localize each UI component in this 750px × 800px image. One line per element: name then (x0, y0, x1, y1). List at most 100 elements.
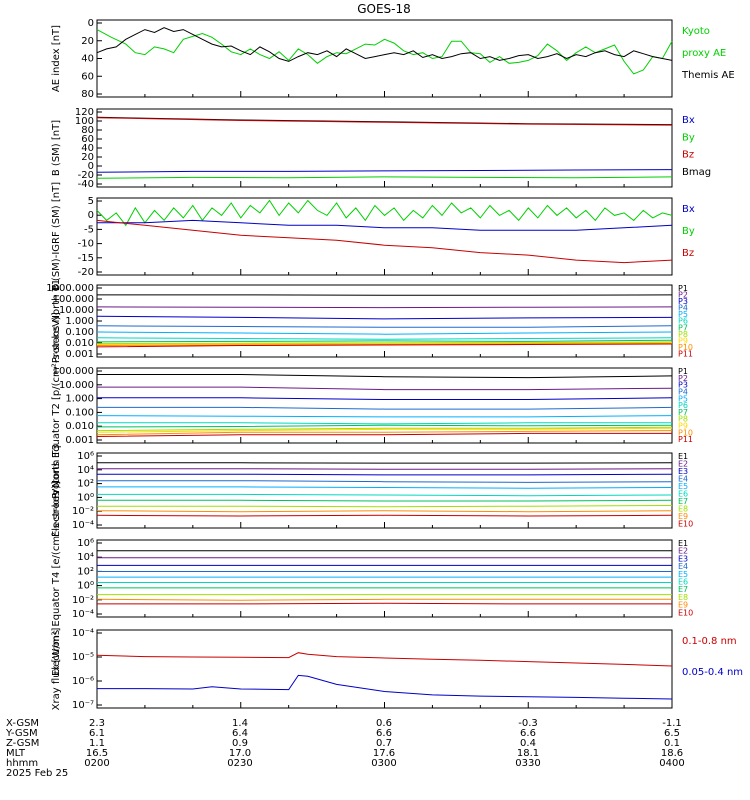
series-line (96, 306, 673, 309)
footer-row-label: hhmm (6, 758, 38, 769)
series-line (96, 116, 673, 126)
y-tick-label: 10⁴ (77, 552, 94, 563)
legend-entry: E8 (678, 505, 688, 514)
y-tick-label: 1000.000 (46, 283, 94, 294)
legend-entry: P6 (678, 317, 688, 326)
y-tick-label: 60 (81, 134, 94, 145)
series-line (97, 219, 673, 231)
y-tick-label: 0 (88, 161, 94, 172)
y-tick-label: 80 (81, 89, 94, 100)
legend-entry: E3 (678, 554, 688, 563)
y-tick-label: 10⁴ (77, 465, 94, 476)
legend-entry: E1 (678, 539, 688, 548)
footer-row-label: 2025 Feb 25 (6, 768, 68, 779)
legend-entry: E4 (678, 562, 688, 571)
legend-entry: P8 (678, 415, 688, 424)
footer-cell: 6.4 (232, 728, 248, 739)
y-tick-label: 10² (77, 566, 94, 577)
y-tick-label: 10⁻² (72, 506, 94, 517)
y-axis-label: Protons Equator T2 [p/(cm²-s-sr-keV)] (51, 312, 62, 499)
y-tick-label: 1.000 (65, 316, 94, 327)
series-line (97, 493, 673, 497)
legend-entry: Bx (682, 115, 695, 126)
legend-entry: P11 (678, 435, 693, 444)
y-axis-label: B (SM)-IGRF (SM) [nT] (51, 182, 62, 291)
series-line (97, 406, 673, 410)
panel-ee: 10⁶ 10⁴ 10² 10⁰ 10⁻² 10⁻⁴ Electrons Equator T4… (51, 481, 693, 676)
panel-pe: 100.00010.0001.0000.1000.0100.001Protons… (51, 312, 693, 499)
y-tick-label: -20 (78, 170, 94, 181)
legend-entry: E7 (678, 497, 688, 506)
y-tick-label: 40 (81, 143, 94, 154)
series-line (96, 169, 673, 173)
panel-frame (96, 539, 673, 618)
y-axis-label: Protons North T1 (51, 279, 62, 363)
footer-row-label: Y-GSM (5, 728, 38, 739)
legend-entry: Themis AE (681, 70, 735, 81)
legend-entry: E2 (678, 460, 688, 469)
legend-entry: Kyoto (682, 26, 710, 37)
series-line (96, 331, 673, 335)
footer-cell: 17.0 (229, 748, 251, 759)
y-tick-label: 10⁻⁶ (72, 676, 94, 687)
legend-entry: Bz (682, 248, 694, 259)
legend-entry: E6 (678, 578, 688, 587)
y-tick-label: 0.010 (65, 338, 94, 349)
footer-cell: -0.3 (518, 718, 538, 729)
panel-frame (96, 197, 673, 276)
legend-entry: E1 (678, 452, 688, 461)
y-axis-label: Electrons North T3 (51, 444, 62, 537)
legend-entry: Bz (682, 150, 694, 161)
y-tick-label: 20 (81, 152, 94, 163)
legend-entry: P9 (678, 422, 688, 431)
legend-entry: Bmag (682, 167, 711, 178)
y-tick-label: 0.001 (65, 435, 94, 446)
panel-frame (96, 452, 673, 529)
y-tick-label: 10⁰ (77, 492, 94, 503)
series-line (97, 473, 673, 476)
y-tick-label: 1.000 (65, 394, 94, 405)
legend-entry: By (682, 226, 695, 237)
y-tick-label: -40 (78, 179, 94, 190)
legend-entry: P3 (678, 381, 688, 390)
legend-entry: P9 (678, 336, 688, 345)
legend-entry: P5 (678, 310, 688, 319)
y-tick-label: 10⁻⁵ (72, 652, 94, 663)
legend-entry: By (682, 132, 695, 143)
series-line (96, 29, 673, 75)
legend-entry: P10 (678, 428, 693, 437)
legend-entry: P11 (678, 349, 693, 358)
y-tick-label: 100.000 (53, 366, 94, 377)
legend-entry: E5 (678, 482, 688, 491)
legend-entry: P1 (678, 284, 688, 293)
series-line (97, 468, 673, 470)
footer-cell: 0.9 (232, 738, 248, 749)
legend-entry: P4 (678, 387, 688, 396)
series-line (96, 315, 673, 320)
series-line (97, 486, 673, 489)
legend-entry: 0.05-0.4 nm (682, 667, 743, 678)
footer-cell: 0330 (515, 758, 540, 769)
y-tick-label: 5 (88, 196, 94, 207)
series-line (96, 339, 673, 343)
footer-cell: 6.5 (664, 728, 680, 739)
series-line (96, 415, 673, 418)
series-line (97, 374, 673, 379)
series-line (96, 117, 673, 126)
series-line (96, 219, 673, 264)
y-tick-label: 10⁻⁴ (72, 628, 94, 639)
legend-entry: E7 (678, 585, 688, 594)
legend-entry: P7 (678, 408, 688, 417)
y-tick-label: 10⁶ (77, 451, 94, 462)
legend-entry: E2 (678, 547, 688, 556)
y-tick-label: 10⁰ (77, 581, 94, 592)
y-tick-label: -10 (78, 239, 94, 250)
legend-entry: E4 (678, 475, 688, 484)
y-tick-label: 120 (75, 107, 94, 118)
legend-entry: E6 (678, 490, 688, 499)
footer-cell: 0.6 (376, 718, 392, 729)
legend-entry: E8 (678, 593, 688, 602)
legend-entry: P7 (678, 323, 688, 332)
